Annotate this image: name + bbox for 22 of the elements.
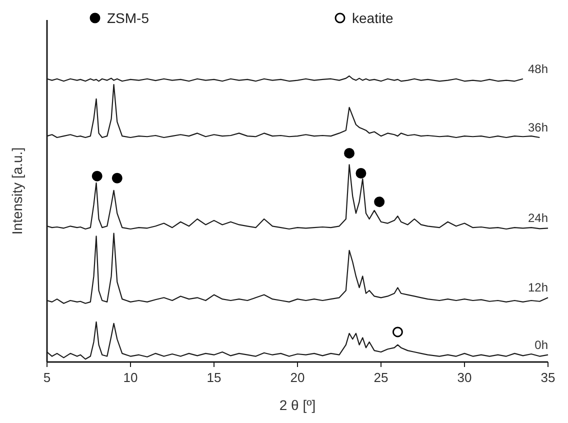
series-label: 0h xyxy=(534,338,548,352)
y-axis-title: Intensity [a.u.] xyxy=(9,147,25,235)
point xyxy=(344,148,355,158)
x-tick-label: 30 xyxy=(457,370,472,385)
x-tick-label: 5 xyxy=(43,370,51,385)
point xyxy=(92,170,102,182)
point xyxy=(356,168,366,178)
x-tick-label: 20 xyxy=(290,370,305,385)
series-label: 36h xyxy=(528,120,548,134)
series-label: 48h xyxy=(528,62,548,76)
legend-label: keatite xyxy=(352,10,394,26)
point xyxy=(392,326,403,338)
series-label: 24h xyxy=(528,211,548,226)
series-label: 12h xyxy=(528,280,548,295)
x-axis-title: 2 θ [º] xyxy=(279,397,316,413)
point xyxy=(374,196,385,208)
legend-label: ZSM-5 xyxy=(107,10,150,26)
x-tick-label: 35 xyxy=(540,370,556,385)
point xyxy=(112,172,122,184)
x-tick-label: 25 xyxy=(374,370,388,385)
x-tick-label: 10 xyxy=(123,370,138,385)
x-tick-label: 15 xyxy=(206,370,222,385)
